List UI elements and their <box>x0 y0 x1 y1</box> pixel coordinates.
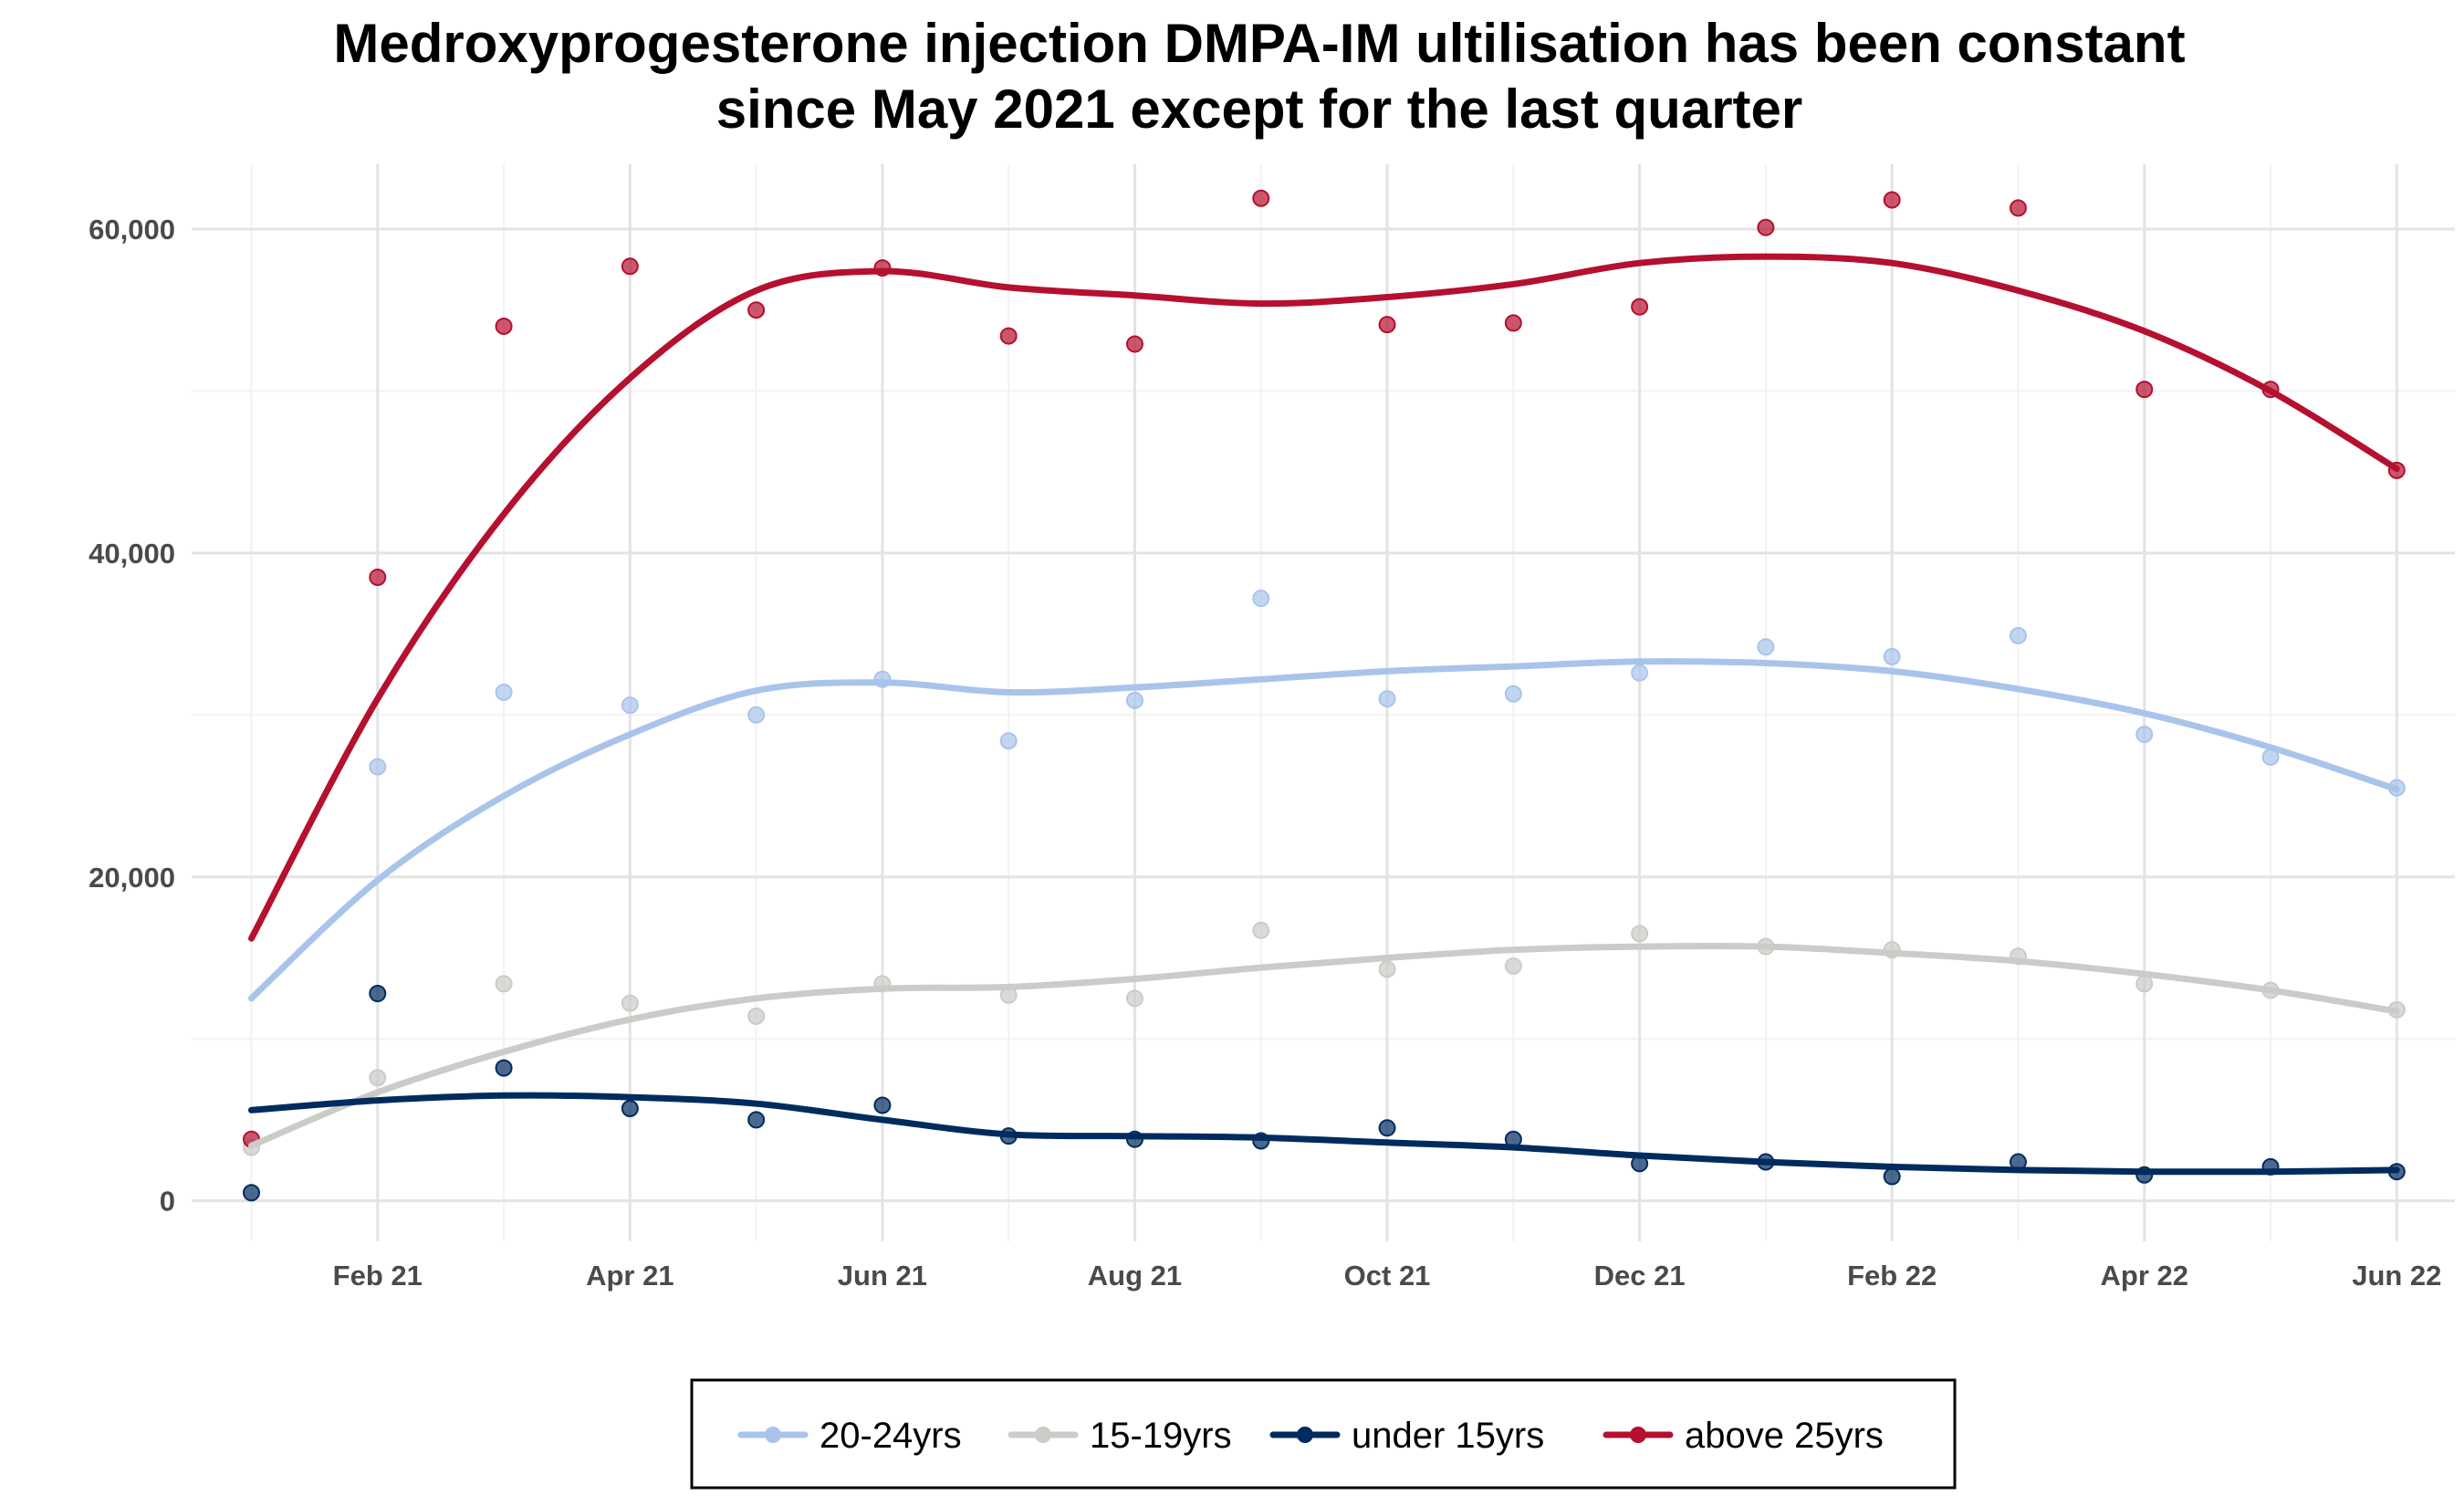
data-point-20-24yrs <box>1631 664 1649 682</box>
x-tick-label: Jun 22 <box>2352 1260 2441 1292</box>
data-point-under-15yrs <box>747 1111 766 1129</box>
legend-item-above-25yrs: above 25yrs <box>1603 1416 1884 1456</box>
legend-items: 20-24yrs 15-19yrs under 15yrs above 25yrs <box>737 1416 1884 1456</box>
x-tick-label: Apr 21 <box>586 1260 673 1292</box>
grid <box>192 164 2455 1241</box>
data-point-above-25yrs <box>2135 381 2154 399</box>
data-point-above-25yrs <box>1631 298 1649 316</box>
data-point-20-24yrs <box>1252 590 1270 608</box>
data-point-15-19yrs <box>1631 925 1649 943</box>
series-layer <box>243 189 2406 1202</box>
y-axis-tick-labels: 0 20,000 40,000 60,000 <box>89 214 175 1218</box>
data-point-above-25yrs <box>1883 191 1901 209</box>
series-line-above-25yrs <box>248 253 2400 942</box>
data-point-under-15yrs <box>495 1059 513 1077</box>
legend-item-15-19yrs: 15-19yrs <box>1008 1416 1232 1456</box>
y-tick-label: 0 <box>160 1186 175 1218</box>
series-line-20-24yrs <box>248 658 2400 1002</box>
legend-label: 15-19yrs <box>1090 1416 1232 1456</box>
x-tick-label: Feb 21 <box>333 1260 423 1292</box>
data-point-15-19yrs <box>495 975 513 993</box>
data-point-under-15yrs <box>1378 1119 1396 1137</box>
x-tick-label: Feb 22 <box>1847 1260 1937 1292</box>
series-line-under-15yrs <box>248 1092 2400 1176</box>
data-point-above-25yrs <box>1125 335 1143 353</box>
data-point-15-19yrs <box>1125 989 1143 1008</box>
data-point-20-24yrs <box>1504 685 1522 703</box>
data-point-under-15yrs <box>243 1184 261 1202</box>
data-point-above-25yrs <box>1252 189 1270 207</box>
x-tick-label: Jun 21 <box>838 1260 927 1292</box>
data-point-20-24yrs <box>2135 726 2154 744</box>
data-point-under-15yrs <box>1883 1167 1901 1186</box>
x-tick-label: Apr 22 <box>2101 1260 2188 1292</box>
data-point-above-25yrs <box>369 568 387 586</box>
data-point-above-25yrs <box>1757 218 1775 236</box>
data-point-20-24yrs <box>2009 626 2027 644</box>
legend-swatch-point <box>765 1427 781 1443</box>
y-tick-label: 40,000 <box>89 538 175 570</box>
data-point-20-24yrs <box>1757 638 1775 656</box>
legend-item-under-15yrs: under 15yrs <box>1269 1416 1544 1456</box>
data-point-under-15yrs <box>369 985 387 1003</box>
data-point-15-19yrs <box>2135 975 2154 993</box>
data-point-above-25yrs <box>621 257 639 276</box>
data-point-15-19yrs <box>1504 957 1522 975</box>
data-point-15-19yrs <box>369 1069 387 1087</box>
data-point-above-25yrs <box>747 301 766 319</box>
x-axis-tick-labels: Feb 21 Apr 21 Jun 21 Aug 21 Oct 21 Dec 21 Feb … <box>333 1260 2442 1292</box>
chart-title-line-1: Medroxyprogesterone injection DMPA-IM ul… <box>333 13 2185 74</box>
legend-label: under 15yrs <box>1352 1416 1544 1456</box>
data-point-above-25yrs <box>2009 199 2027 217</box>
data-point-20-24yrs <box>1378 690 1396 708</box>
data-point-under-15yrs <box>621 1099 639 1117</box>
legend-swatch-point <box>1035 1427 1051 1443</box>
data-point-above-25yrs <box>1504 314 1522 332</box>
data-point-20-24yrs <box>1125 691 1143 709</box>
legend: 20-24yrs 15-19yrs under 15yrs above 25yrs <box>690 1378 1957 1490</box>
y-tick-label: 20,000 <box>89 862 175 894</box>
data-point-15-19yrs <box>747 1007 766 1025</box>
data-point-15-19yrs <box>1378 960 1396 978</box>
series-line-15-19yrs <box>248 942 2400 1149</box>
data-point-20-24yrs <box>369 758 387 776</box>
x-tick-label: Dec 21 <box>1594 1260 1686 1292</box>
x-tick-label: Aug 21 <box>1088 1260 1182 1292</box>
data-point-20-24yrs <box>747 706 766 724</box>
data-point-under-15yrs <box>873 1096 892 1114</box>
x-tick-label: Oct 21 <box>1344 1260 1431 1292</box>
data-point-20-24yrs <box>495 683 513 701</box>
data-point-above-25yrs <box>495 317 513 335</box>
legend-item-20-24yrs: 20-24yrs <box>737 1416 962 1456</box>
data-point-20-24yrs <box>621 696 639 715</box>
data-point-20-24yrs <box>999 732 1018 750</box>
series-points-above-25yrs <box>243 189 2406 1148</box>
data-point-20-24yrs <box>1883 647 1901 665</box>
data-point-above-25yrs <box>1378 316 1396 334</box>
y-tick-label: 60,000 <box>89 214 175 246</box>
legend-label: above 25yrs <box>1685 1416 1884 1456</box>
legend-swatch-point <box>1630 1427 1646 1443</box>
legend-label: 20-24yrs <box>820 1416 962 1456</box>
data-point-15-19yrs <box>621 994 639 1012</box>
legend-swatch-point <box>1297 1427 1313 1443</box>
data-point-15-19yrs <box>1252 921 1270 939</box>
data-point-above-25yrs <box>999 327 1018 345</box>
chart-title-line-2: since May 2021 except for the last quart… <box>716 78 1803 140</box>
